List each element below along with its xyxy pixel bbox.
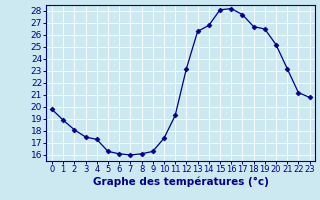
X-axis label: Graphe des températures (°c): Graphe des températures (°c) [93, 177, 269, 187]
